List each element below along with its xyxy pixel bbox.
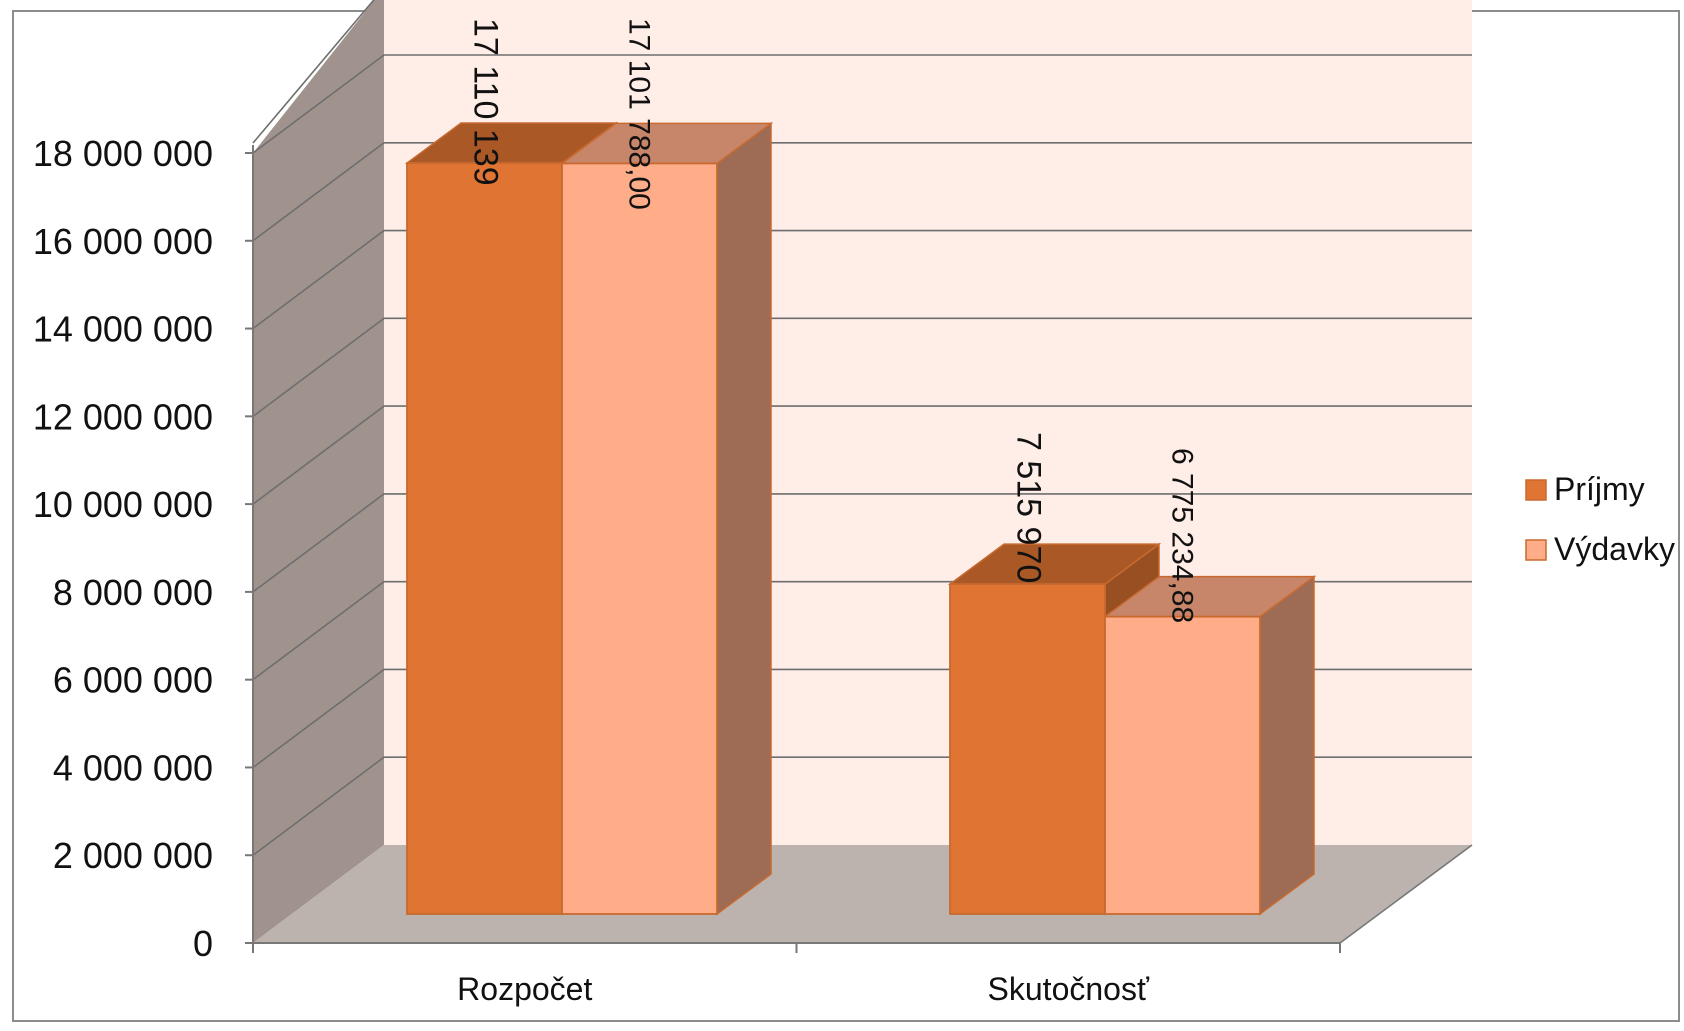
legend: Príjmy Výdavky bbox=[1525, 471, 1675, 567]
gridline bbox=[252, 54, 1472, 154]
data-labels: 17 110 139 17 101 788,00 7 515 970 6 775 23… bbox=[467, 18, 1199, 623]
legend-swatch bbox=[1525, 479, 1547, 501]
side-wall bbox=[253, 0, 384, 943]
gridline bbox=[252, 405, 1472, 505]
bar-side bbox=[1259, 575, 1315, 916]
gridline bbox=[252, 141, 1472, 242]
y-tick-label: 2 000 000 bbox=[53, 835, 213, 876]
legend-label: Výdavky bbox=[1554, 531, 1675, 567]
y-tick-label: 12 000 000 bbox=[33, 396, 213, 437]
gridline bbox=[252, 493, 1472, 593]
y-tick-label: 16 000 000 bbox=[33, 221, 213, 262]
bar-front bbox=[561, 162, 718, 915]
data-label: 17 110 139 bbox=[467, 18, 505, 186]
x-tick-label: Rozpočet bbox=[457, 971, 592, 1007]
bar bbox=[1102, 575, 1317, 916]
x-tick-label: Skutočnosť bbox=[988, 971, 1150, 1007]
data-label: 7 515 970 bbox=[1010, 432, 1048, 583]
y-tick-label: 4 000 000 bbox=[53, 747, 213, 788]
data-label: 6 775 234,88 bbox=[1166, 448, 1199, 623]
gridline bbox=[252, 229, 1472, 330]
bar-front bbox=[406, 162, 563, 915]
gridline bbox=[252, 0, 375, 144]
bar-side bbox=[716, 121, 772, 916]
floor-edge bbox=[1339, 844, 1473, 944]
y-tick-label: 10 000 000 bbox=[33, 484, 213, 525]
legend-swatch bbox=[1525, 539, 1547, 561]
y-tick-label: 18 000 000 bbox=[33, 133, 213, 174]
legend-item: Výdavky bbox=[1525, 531, 1675, 567]
bar-front bbox=[949, 583, 1106, 915]
gridline bbox=[252, 317, 1472, 417]
y-tick-label: 14 000 000 bbox=[33, 309, 213, 350]
bar bbox=[559, 121, 774, 916]
legend-item: Príjmy bbox=[1525, 471, 1645, 507]
axis: 0 2 000 000 4 000 000 6 000 000 8 000 000 10 … bbox=[33, 133, 1473, 1007]
y-tick-label: 0 bbox=[193, 923, 213, 964]
y-tick-label: 6 000 000 bbox=[53, 660, 213, 701]
bars bbox=[404, 121, 1317, 916]
data-label: 17 101 788,00 bbox=[623, 18, 656, 210]
legend-label: Príjmy bbox=[1554, 471, 1645, 507]
y-tick-label: 8 000 000 bbox=[53, 572, 213, 613]
bar-front bbox=[1104, 615, 1261, 915]
